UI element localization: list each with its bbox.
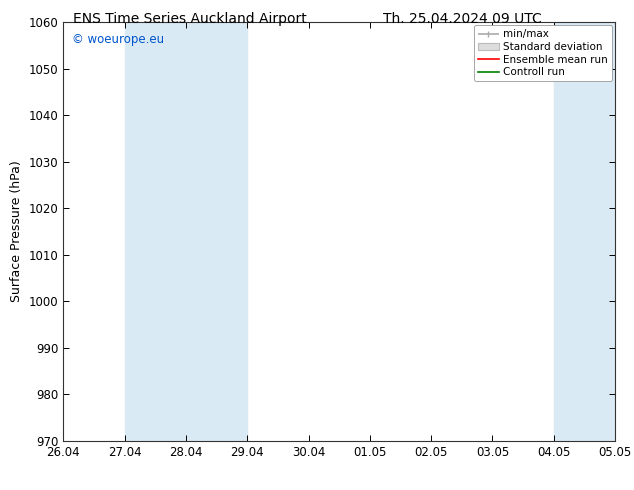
Y-axis label: Surface Pressure (hPa): Surface Pressure (hPa) [10, 161, 23, 302]
Text: ENS Time Series Auckland Airport: ENS Time Series Auckland Airport [74, 12, 307, 26]
Bar [125, 22, 186, 441]
Text: © woeurope.eu: © woeurope.eu [72, 32, 164, 46]
Bar [186, 22, 247, 441]
Bar [615, 22, 634, 441]
Text: Th. 25.04.2024 09 UTC: Th. 25.04.2024 09 UTC [384, 12, 542, 26]
Legend: min/max, Standard deviation, Ensemble mean run, Controll run: min/max, Standard deviation, Ensemble me… [474, 25, 612, 81]
Bar [553, 22, 615, 441]
